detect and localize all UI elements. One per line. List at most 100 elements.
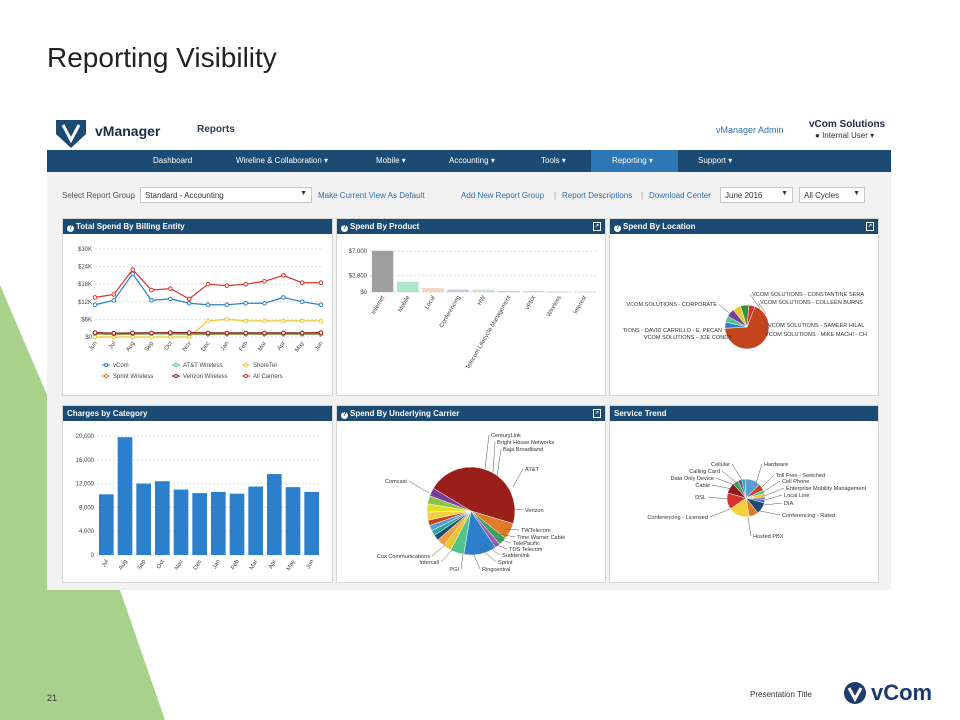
x-tick-label: Jun: [88, 341, 98, 352]
pie-label: VCOM SOLUTIONS - MIKE MACHI - CH: [765, 332, 867, 338]
nav-accounting[interactable]: Accounting ▾: [449, 156, 495, 165]
chevron-down-icon: ▾: [321, 156, 329, 165]
pie-chart: VCOM SOLUTIONS - CORPORATE VCOM SOLUTIONS…: [623, 292, 867, 350]
cycles-select[interactable]: All Cycles ▼: [799, 187, 865, 203]
label-leader: [757, 301, 767, 315]
bar: [99, 494, 114, 555]
admin-link[interactable]: vManager Admin: [716, 125, 784, 135]
y-tick-label: $24K: [78, 265, 92, 271]
pie-label: Bright House Networks: [497, 440, 554, 446]
pie-label: Toll Free - Switched: [776, 473, 825, 479]
month-select[interactable]: June 2016 ▼: [720, 187, 793, 203]
panel-product: ? Spend By Product ↗ $7,000 $2,800 $0 Interne…: [336, 218, 606, 396]
x-tick-label: Oct: [156, 559, 166, 570]
vmanager-screenshot: vManager Reports vManager Admin vCom Sol…: [47, 115, 891, 590]
bar: [285, 487, 301, 555]
data-point: [299, 318, 305, 324]
chevron-down-icon: ▾: [726, 156, 733, 165]
x-tick-label: May: [294, 341, 305, 354]
nav-reporting[interactable]: Reporting ▾: [591, 150, 678, 172]
export-icon[interactable]: ↗: [593, 222, 601, 231]
caret-down-icon: ▼: [300, 190, 307, 197]
y-tick-label: $0: [360, 290, 367, 296]
pie-label: TelePacific: [513, 541, 540, 547]
pie-label: Cable: [695, 483, 710, 489]
y-tick-label: $30K: [78, 247, 92, 253]
pie-label: Cellular: [711, 462, 730, 468]
data-point: [262, 330, 267, 336]
pie-label: CenturyLink: [491, 433, 521, 439]
legend-marker: [104, 374, 108, 378]
data-point: [262, 278, 267, 284]
nav-dashboard[interactable]: Dashboard: [153, 156, 193, 165]
make-default-link[interactable]: Make Current View As Default: [318, 191, 425, 200]
data-point: [92, 330, 98, 335]
pie-label: Hosted PBX: [753, 534, 784, 540]
help-icon: ?: [614, 225, 621, 232]
x-tick-label: Internet: [371, 295, 387, 316]
chevron-down-icon: ▾: [646, 156, 653, 165]
panel-header: ? Total Spend By Billing Entity: [63, 219, 332, 234]
x-tick-label: Nov: [182, 341, 193, 353]
pie-label: Ringcentral: [482, 567, 510, 573]
x-tick-label: Apr: [268, 559, 278, 570]
nav-mobile[interactable]: Mobile ▾: [376, 156, 406, 165]
download-center-link[interactable]: Download Center: [649, 191, 711, 200]
y-tick-label: 8,000: [79, 505, 95, 511]
panel-header: ? Spend By Product ↗: [337, 219, 605, 234]
label-leader: [460, 553, 464, 570]
y-tick-label: 0: [91, 553, 95, 559]
panel-location: ? Spend By Location ↗ VCOM SOLUTIONS - COR…: [609, 218, 879, 396]
legend-item: Verizon Wireless: [183, 374, 228, 380]
report-group-label: Select Report Group: [62, 191, 135, 200]
pie-label: Enterprise Mobility Management: [786, 486, 867, 492]
export-icon[interactable]: ↗: [593, 409, 601, 418]
label-leader: [715, 477, 735, 486]
nav-tools[interactable]: Tools ▾: [541, 156, 566, 165]
data-point: [318, 302, 324, 308]
data-point: [299, 330, 305, 336]
legend-marker: [244, 374, 248, 378]
user-icon: ●: [815, 131, 823, 140]
label-leader: [733, 336, 736, 339]
help-icon: ?: [67, 225, 74, 232]
x-tick-label: vPBX: [525, 295, 538, 311]
data-point: [186, 300, 192, 306]
x-tick-label: Dec: [193, 559, 204, 571]
x-tick-label: Nov: [174, 559, 185, 571]
nav-wireline[interactable]: Wireline & Collaboration ▾: [236, 156, 329, 165]
legend-item: AT&T Wireless: [183, 363, 222, 369]
data-point: [186, 330, 192, 335]
nav-support[interactable]: Support ▾: [698, 156, 733, 165]
label-leader: [747, 516, 752, 537]
x-tick-label: Conferencing: [439, 295, 462, 329]
label-leader: [731, 463, 743, 481]
app-header: vManager Reports vManager Admin vCom Sol…: [47, 115, 891, 150]
user-menu[interactable]: ● Internal User ▾: [815, 131, 874, 140]
data-point: [281, 318, 286, 324]
x-tick-label: Wireless: [546, 295, 563, 318]
y-tick-label: 4,000: [79, 529, 95, 535]
report-group-select[interactable]: Standard - Accounting ▼: [140, 187, 312, 203]
label-leader: [718, 303, 729, 313]
export-icon[interactable]: ↗: [866, 222, 874, 231]
legend-marker: [174, 374, 178, 378]
bar-chart: 20,000 16,000 12,000 8,000 4,000 0 Jul Aug Sep Oc…: [76, 434, 321, 572]
data-point: [130, 271, 135, 277]
label-leader: [512, 468, 524, 488]
x-tick-label: Jul: [101, 559, 110, 569]
green-left-wedge: [0, 285, 47, 590]
pie-label: Time Warner Cable: [517, 535, 565, 541]
x-tick-label: Local: [424, 295, 436, 310]
legend-marker: [174, 363, 178, 367]
add-report-group-link[interactable]: Add New Report Group: [461, 191, 545, 200]
report-descriptions-link[interactable]: Report Descriptions: [562, 191, 633, 200]
data-point: [168, 296, 173, 302]
bar: [229, 493, 245, 555]
caret-down-icon: ▼: [781, 190, 788, 197]
data-point: [168, 330, 173, 335]
label-leader: [472, 552, 481, 570]
bar: [523, 291, 545, 293]
data-point: [299, 299, 305, 305]
vcom-logo-icon: [844, 682, 866, 704]
